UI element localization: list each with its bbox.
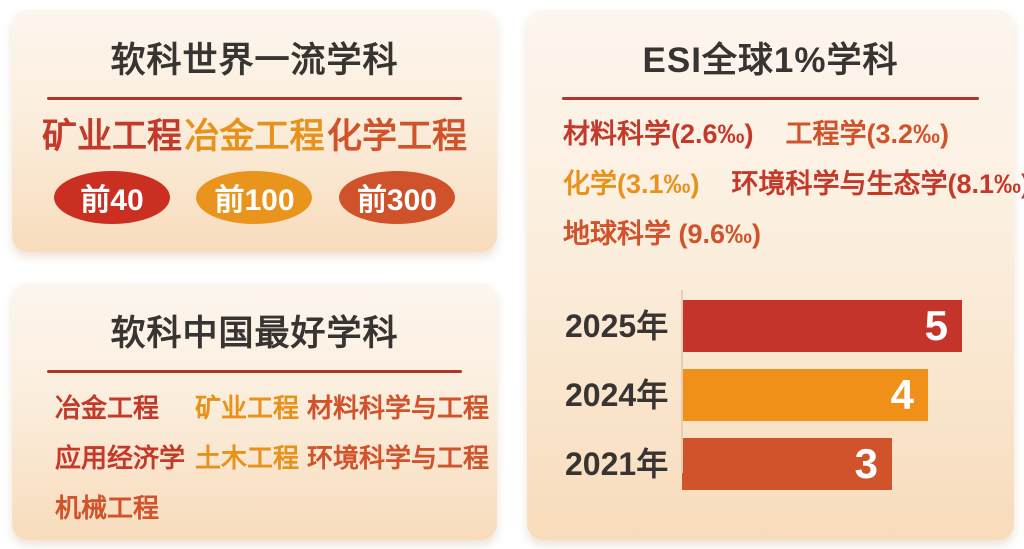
esi-subject-lines: 材料科学(2.6‰) 工程学(3.2‰) 化学(3.1‰) 环境科学与生态学(8.1‰… [527, 119, 1024, 250]
esi-bar-chart: 2025年 5 2024年 4 2021年 3 [527, 290, 1014, 490]
esi-subject-label: 材料科学(2.6‰) [563, 119, 754, 149]
subject-label: 化学工程 [326, 117, 467, 156]
chart-row: 2024年 4 [527, 369, 1014, 421]
chart-bar: 5 [682, 300, 962, 352]
esi-title: ESI全球1%学科 [642, 41, 899, 80]
china-best-divider [47, 370, 462, 373]
subject-label: 材料科学与工程 [307, 393, 490, 423]
panel-china-best-subjects: 软科中国最好学科 冶金工程 矿业工程 材料科学与工程应用经济学 土木工程 环境科学与工程… [12, 283, 497, 540]
subject-label: 冶金工程 [184, 117, 325, 156]
rank-badge: 前300 [338, 170, 455, 224]
subject-label: 机械工程 [55, 493, 160, 523]
subject-label: 应用经济学 [55, 443, 186, 473]
esi-subject-line: 地球科学 (9.6‰) [563, 219, 1014, 250]
chart-value-label: 5 [924, 302, 948, 349]
chart-value-label: 3 [854, 440, 878, 487]
chart-axis-line [681, 290, 683, 473]
chart-bar: 4 [682, 369, 928, 421]
esi-subject-label: 化学(3.1‰) [563, 169, 700, 199]
subject-column: 矿业工程前40 [42, 115, 182, 224]
chart-category-label: 2024年 [565, 377, 669, 413]
panel-esi-subjects: ESI全球1%学科 材料科学(2.6‰) 工程学(3.2‰) 化学(3.1‰) 环境科… [527, 10, 1024, 540]
china-best-subject-rows: 冶金工程 矿业工程 材料科学与工程 应用经济学 土木工程 环境科学与工程 机械工程 [12, 393, 497, 523]
chart-row: 2025年 5 [527, 300, 1014, 352]
esi-subject-label: 地球科学 (9.6‰) [563, 219, 762, 249]
subject-column: 化学工程前300 [327, 115, 467, 224]
rank-badge: 前40 [54, 170, 170, 224]
chart-row: 2021年 3 [527, 438, 1014, 490]
subject-label: 冶金工程 [55, 393, 160, 423]
chart-category-label: 2021年 [565, 446, 669, 482]
subject-label: 矿业工程 [42, 117, 183, 156]
subject-label: 土木工程 [195, 443, 300, 473]
subject-column: 冶金工程前100 [184, 115, 325, 224]
world-class-title: 软科世界一流学科 [110, 41, 399, 80]
esi-subject-label: 工程学(3.2‰) [785, 119, 950, 149]
subject-label: 矿业工程 [195, 393, 300, 423]
rank-badge: 前100 [196, 170, 313, 224]
chart-category-label: 2025年 [565, 308, 669, 344]
chart-value-label: 4 [890, 371, 914, 418]
subject-row: 应用经济学 土木工程 环境科学与工程 [55, 443, 489, 473]
subject-row: 机械工程 [55, 493, 481, 523]
esi-subject-line: 材料科学(2.6‰) 工程学(3.2‰) [563, 119, 1014, 150]
esi-subject-line: 化学(3.1‰) 环境科学与生态学(8.1‰) [563, 169, 1024, 200]
world-class-divider [47, 97, 462, 100]
subject-row: 冶金工程 矿业工程 材料科学与工程 [55, 393, 489, 423]
esi-divider [562, 97, 979, 100]
chart-bar: 3 [682, 438, 892, 490]
subject-label: 环境科学与工程 [307, 443, 490, 473]
china-best-title: 软科中国最好学科 [110, 314, 399, 353]
panel-world-class-subjects: 软科世界一流学科 矿业工程 前40 冶金工程 前100 化学工程 前300 [12, 10, 497, 252]
esi-subject-label: 环境科学与生态学(8.1‰) [731, 169, 1024, 199]
world-class-subject-columns: 矿业工程 前40 冶金工程 前100 化学工程 前300 [12, 115, 497, 224]
